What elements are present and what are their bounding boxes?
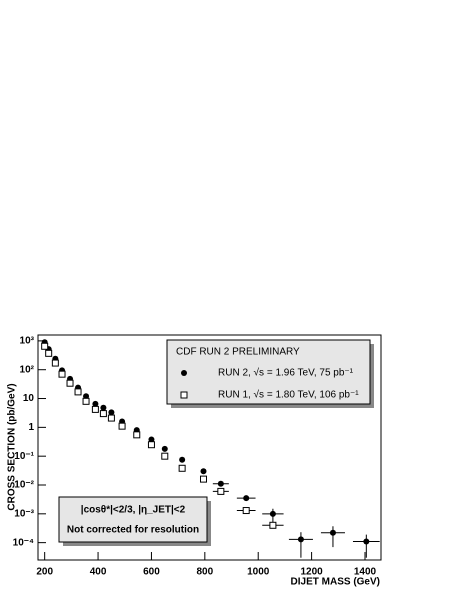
data-point xyxy=(133,431,141,439)
x-tick-label: 1000 xyxy=(247,567,270,578)
data-point xyxy=(243,495,250,502)
data-point xyxy=(217,487,225,495)
annotation: |cosθ*|<2/3, |η_JET|<2 xyxy=(81,505,186,516)
data-point xyxy=(199,475,207,483)
y-tick-label: 10⁻⁴ xyxy=(13,537,34,548)
data-point xyxy=(179,456,186,463)
data-point xyxy=(269,510,276,517)
data-point xyxy=(217,480,224,487)
y-tick-label: 1 xyxy=(28,422,34,433)
data-point xyxy=(51,359,59,367)
data-point xyxy=(329,529,336,536)
y-tick-label: 10² xyxy=(20,364,35,375)
data-point xyxy=(161,445,168,452)
data-point xyxy=(83,393,90,400)
x-tick-label: 600 xyxy=(143,567,160,578)
data-point xyxy=(148,436,155,443)
data-point xyxy=(82,397,90,405)
legend-marker xyxy=(180,391,188,399)
data-point xyxy=(100,404,107,411)
data-point xyxy=(147,441,155,449)
x-tick-label: 1200 xyxy=(300,567,323,578)
y-axis-label: CROSS SECTION (pb/GeV) xyxy=(7,383,18,510)
data-point xyxy=(178,464,186,472)
legend-label: RUN 1, √s = 1.80 TeV, 106 pb⁻¹ xyxy=(218,389,359,401)
x-tick-label: 400 xyxy=(90,567,107,578)
x-tick-label: 1400 xyxy=(354,567,377,578)
data-point xyxy=(99,410,107,418)
data-point xyxy=(269,521,277,529)
data-point xyxy=(58,370,66,378)
x-tick-label: 200 xyxy=(36,567,53,578)
data-point xyxy=(41,342,49,350)
data-point xyxy=(363,538,370,545)
data-point xyxy=(92,400,99,407)
x-tick-label: 800 xyxy=(196,567,213,578)
data-point xyxy=(74,388,82,396)
y-tick-label: 10⁻³ xyxy=(14,508,34,519)
legend-marker xyxy=(181,370,187,376)
annotation: Not corrected for resolution xyxy=(67,525,199,536)
data-point xyxy=(91,405,99,413)
legend-title: CDF RUN 2 PRELIMINARY xyxy=(176,347,300,358)
y-tick-label: 10 xyxy=(23,393,35,404)
data-point xyxy=(297,536,304,543)
data-point xyxy=(161,452,169,460)
legend-label: RUN 2, √s = 1.96 TeV, 75 pb⁻¹ xyxy=(218,367,354,379)
data-point xyxy=(45,349,53,357)
plot-frame xyxy=(37,334,382,561)
data-point xyxy=(200,468,207,475)
data-point xyxy=(66,379,74,387)
y-tick-label: 10⁻² xyxy=(14,480,34,491)
data-point xyxy=(107,414,115,422)
data-point xyxy=(118,422,126,430)
x-axis-label: DIJET MASS (GeV) xyxy=(291,577,380,588)
annotation-box xyxy=(58,496,208,543)
data-point xyxy=(242,507,250,515)
y-tick-label: 10³ xyxy=(20,336,35,347)
data-point xyxy=(108,409,115,416)
legend-box xyxy=(166,339,371,405)
y-tick-label: 10⁻¹ xyxy=(14,451,34,462)
